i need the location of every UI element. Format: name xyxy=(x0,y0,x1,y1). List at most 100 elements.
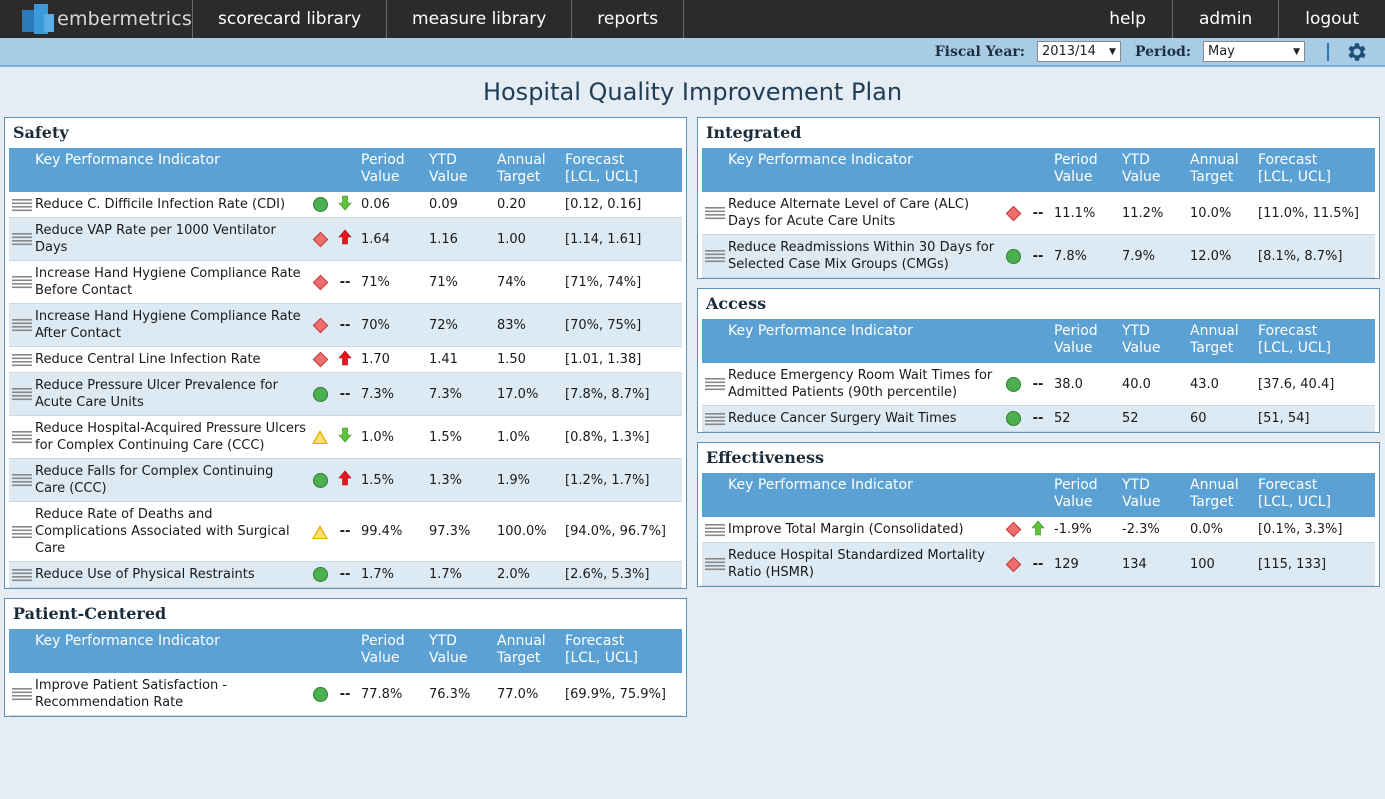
table-row[interactable]: Reduce Use of Physical Restraints -- 1.7% 1… xyxy=(9,562,682,588)
drag-handle-icon[interactable] xyxy=(702,523,728,537)
drag-handle-icon[interactable] xyxy=(9,568,35,582)
kpi-name[interactable]: Reduce Use of Physical Restraints xyxy=(35,567,255,582)
panel-title: Effectiveness xyxy=(706,448,825,467)
table-row[interactable]: Improve Patient Satisfaction - Recommend… xyxy=(9,673,682,716)
fiscal-year-select[interactable]: 2013/14 ▼ xyxy=(1036,41,1121,62)
kpi-name[interactable]: Reduce Alternate Level of Care (ALC) Day… xyxy=(728,197,970,229)
header-ytd-value: YTD Value xyxy=(1118,477,1186,517)
header-ytd-value-line1: YTD xyxy=(1122,152,1150,168)
drag-handle-icon[interactable] xyxy=(702,377,728,391)
no-trend-icon: -- xyxy=(339,274,351,290)
annual-target: 12.0% xyxy=(1190,248,1232,264)
drag-handle-icon[interactable] xyxy=(9,232,35,246)
kpi-name[interactable]: Reduce Falls for Complex Continuing Care… xyxy=(35,464,274,496)
kpi-name[interactable]: Reduce Pressure Ulcer Prevalence for Acu… xyxy=(35,378,278,410)
kpi-name[interactable]: Reduce Central Line Infection Rate xyxy=(35,352,261,367)
period-value: 70% xyxy=(361,317,390,333)
forecast-range: [2.6%, 5.3%] xyxy=(565,567,650,582)
filter-bar: Fiscal Year: 2013/14 ▼ Period: May ▼ xyxy=(0,38,1385,67)
header-period-value-line2: Value xyxy=(1054,169,1093,185)
kpi-name[interactable]: Reduce C. Difficile Infection Rate (CDI) xyxy=(35,197,286,212)
kpi-name[interactable]: Reduce Cancer Surgery Wait Times xyxy=(728,411,957,426)
ytd-value: 1.3% xyxy=(429,472,463,488)
no-trend-icon: -- xyxy=(339,524,351,539)
nav-measure-library[interactable]: measure library xyxy=(386,0,571,38)
no-trend-icon: -- xyxy=(339,686,351,702)
drag-handle-icon[interactable] xyxy=(702,557,728,571)
status-good-icon xyxy=(312,197,328,212)
status-cell xyxy=(307,686,333,702)
table-row[interactable]: Reduce Readmissions Within 30 Days for S… xyxy=(702,235,1375,278)
header-period-value: Period Value xyxy=(1050,477,1118,517)
table-row[interactable]: Improve Total Margin (Consolidated) -1.9%… xyxy=(702,517,1375,543)
annual-target: 1.50 xyxy=(497,352,526,367)
annual-target: 1.9% xyxy=(497,472,531,488)
drag-handle-icon[interactable] xyxy=(9,353,35,367)
kpi-name[interactable]: Reduce VAP Rate per 1000 Ventilator Days xyxy=(35,223,276,255)
drag-handle-icon[interactable] xyxy=(9,275,35,289)
kpi-name[interactable]: Improve Total Margin (Consolidated) xyxy=(728,522,964,537)
kpi-name[interactable]: Increase Hand Hygiene Compliance Rate Af… xyxy=(35,309,301,341)
table-row[interactable]: Reduce VAP Rate per 1000 Ventilator Days… xyxy=(9,218,682,261)
kpi-name[interactable]: Increase Hand Hygiene Compliance Rate Be… xyxy=(35,266,301,298)
status-cell xyxy=(307,317,333,333)
nav-scorecard-library[interactable]: scorecard library xyxy=(192,0,386,38)
kpi-name[interactable]: Reduce Hospital Standardized Mortality R… xyxy=(728,548,985,580)
table-row[interactable]: Reduce Alternate Level of Care (ALC) Day… xyxy=(702,192,1375,235)
table-row[interactable]: Reduce Pressure Ulcer Prevalence for Acu… xyxy=(9,373,682,416)
kpi-name[interactable]: Reduce Emergency Room Wait Times for Adm… xyxy=(728,368,993,400)
nav-logout[interactable]: logout xyxy=(1278,0,1385,38)
gear-icon[interactable] xyxy=(1345,40,1369,64)
table-row[interactable]: Reduce Hospital-Acquired Pressure Ulcers… xyxy=(9,416,682,459)
table-row[interactable]: Reduce Emergency Room Wait Times for Adm… xyxy=(702,363,1375,406)
kpi-name[interactable]: Reduce Readmissions Within 30 Days for S… xyxy=(728,240,995,272)
chevron-down-icon: ▼ xyxy=(1109,46,1116,57)
status-cell xyxy=(307,351,333,368)
header-period-value-line2: Value xyxy=(361,169,400,185)
drag-handle-icon[interactable] xyxy=(9,318,35,332)
status-bad-icon xyxy=(312,274,328,290)
period-value: 7.3% xyxy=(361,386,395,402)
period-value: May xyxy=(1208,44,1235,59)
nav-help[interactable]: help xyxy=(1109,9,1146,29)
period-select[interactable]: May ▼ xyxy=(1203,41,1305,62)
header-ytd-value: YTD Value xyxy=(1118,323,1186,363)
header-forecast-line2: [LCL, UCL] xyxy=(1258,169,1332,185)
logo[interactable]: embermetrics xyxy=(0,0,192,38)
drag-handle-icon[interactable] xyxy=(702,412,728,426)
table-row[interactable]: Reduce Rate of Deaths and Complications … xyxy=(9,502,682,562)
header-annual-target-line1: Annual xyxy=(1190,477,1239,493)
kpi-name[interactable]: Reduce Hospital-Acquired Pressure Ulcers… xyxy=(35,421,307,453)
drag-handle-icon[interactable] xyxy=(702,249,728,263)
header-kpi: Key Performance Indicator xyxy=(728,477,913,493)
kpi-name[interactable]: Improve Patient Satisfaction - Recommend… xyxy=(35,678,228,710)
table-header: Key Performance Indicator Period Value YTD V… xyxy=(9,148,682,192)
drag-handle-icon[interactable] xyxy=(702,206,728,220)
drag-handle-icon[interactable] xyxy=(9,198,35,212)
table-row[interactable]: Reduce Falls for Complex Continuing Care… xyxy=(9,459,682,502)
table-row[interactable]: Reduce Cancer Surgery Wait Times -- 52 52 60… xyxy=(702,406,1375,432)
table-row[interactable]: Reduce Hospital Standardized Mortality R… xyxy=(702,543,1375,586)
kpi-name[interactable]: Reduce Rate of Deaths and Complications … xyxy=(35,507,290,556)
status-cell xyxy=(1000,556,1026,572)
ytd-value: 97.3% xyxy=(429,524,471,539)
header-forecast-line1: Forecast xyxy=(565,152,625,168)
table-row[interactable]: Reduce C. Difficile Infection Rate (CDI)… xyxy=(9,192,682,218)
drag-handle-icon[interactable] xyxy=(9,525,35,539)
ytd-value: 7.3% xyxy=(429,386,463,402)
nav-reports[interactable]: reports xyxy=(571,0,685,38)
drag-handle-icon[interactable] xyxy=(9,387,35,401)
status-cell xyxy=(307,524,333,539)
drag-handle-icon[interactable] xyxy=(9,687,35,701)
nav-admin[interactable]: admin xyxy=(1171,0,1278,38)
header-period-value-line2: Value xyxy=(1054,340,1093,356)
table-row[interactable]: Increase Hand Hygiene Compliance Rate Af… xyxy=(9,304,682,347)
ytd-value: 72% xyxy=(429,317,458,333)
panel-access: Access Key Performance Indicator Period Val… xyxy=(697,288,1380,433)
header-forecast-line1: Forecast xyxy=(1258,323,1318,339)
table-row[interactable]: Reduce Central Line Infection Rate 1.70 1.… xyxy=(9,347,682,373)
drag-handle-icon[interactable] xyxy=(9,473,35,487)
table-row[interactable]: Increase Hand Hygiene Compliance Rate Be… xyxy=(9,261,682,304)
drag-handle-icon[interactable] xyxy=(9,430,35,444)
header-period-value-line1: Period xyxy=(361,633,405,649)
